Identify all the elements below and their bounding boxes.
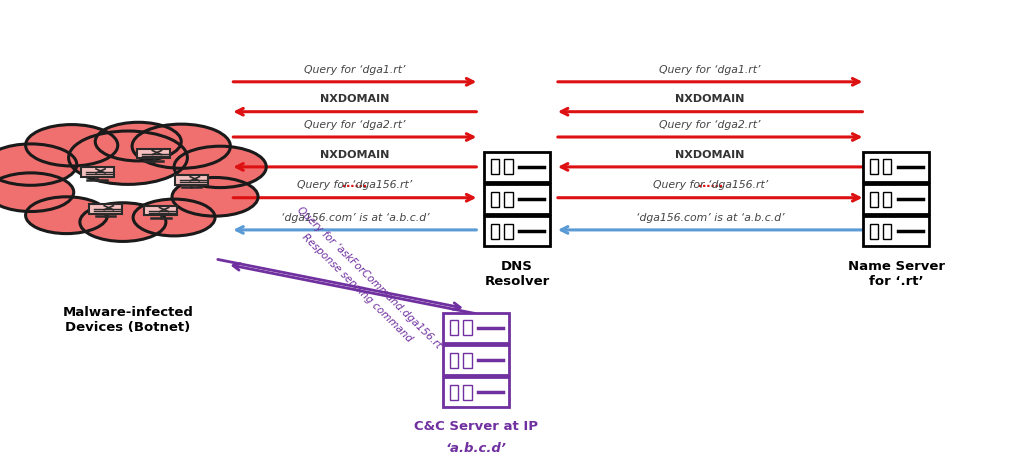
Bar [451,385,459,400]
Bar [89,205,122,214]
Circle shape [80,203,166,242]
Circle shape [26,125,118,167]
Text: ‘a.b.c.d’: ‘a.b.c.d’ [445,441,507,453]
Text: Query for ‘dga2.rt’: Query for ‘dga2.rt’ [659,119,761,129]
Bar [442,377,510,408]
Circle shape [0,145,77,186]
Bar [870,192,879,207]
Text: DNS
Resolver: DNS Resolver [484,259,550,287]
Bar [442,345,510,375]
Text: ……: …… [342,176,368,190]
Text: NXDOMAIN: NXDOMAIN [321,94,389,104]
Text: Query for ‘dga1.rt’: Query for ‘dga1.rt’ [304,64,406,74]
Bar [492,224,500,239]
Bar [505,160,513,175]
Text: ……: …… [697,176,723,190]
Bar [442,313,510,343]
Text: NXDOMAIN: NXDOMAIN [676,94,744,104]
Bar [883,160,891,175]
Circle shape [0,174,74,212]
Bar [883,224,891,239]
Bar [870,224,879,239]
Bar [484,152,551,183]
Text: Query for ‘dga1.rt’: Query for ‘dga1.rt’ [659,64,761,74]
Bar [463,353,471,368]
Bar [463,321,471,336]
Text: Query for ‘dga156.rt’: Query for ‘dga156.rt’ [652,180,768,190]
Circle shape [133,200,215,236]
Bar [484,217,551,247]
Text: Malware-infected
Devices (Botnet): Malware-infected Devices (Botnet) [62,305,194,333]
Bar [870,160,879,175]
Bar [505,224,513,239]
Circle shape [174,147,266,188]
Text: NXDOMAIN: NXDOMAIN [321,149,389,159]
Circle shape [69,132,187,185]
Text: Response sending command: Response sending command [300,231,414,343]
Bar [175,176,208,185]
Text: Query for ‘dga2.rt’: Query for ‘dga2.rt’ [304,119,406,129]
Text: NXDOMAIN: NXDOMAIN [676,149,744,159]
Text: Query for ‘dga156.rt’: Query for ‘dga156.rt’ [297,180,413,190]
Bar [144,207,177,216]
Bar [463,385,471,400]
Bar [137,150,170,159]
Bar [862,185,930,215]
Circle shape [132,125,230,169]
Bar [505,192,513,207]
Bar [484,185,551,215]
Bar [862,217,930,247]
Bar [862,152,930,183]
Circle shape [26,197,108,234]
Text: ‘dga156.com’ is at ‘a.b.c.d’: ‘dga156.com’ is at ‘a.b.c.d’ [281,212,429,222]
Bar [451,321,459,336]
Circle shape [95,123,181,162]
Bar [492,192,500,207]
Bar [451,353,459,368]
Text: Query for ‘askForCommand.dga156.rt’: Query for ‘askForCommand.dga156.rt’ [295,205,445,353]
Text: Name Server
for ‘.rt’: Name Server for ‘.rt’ [848,259,944,287]
Text: ‘dga156.com’ is at ‘a.b.c.d’: ‘dga156.com’ is at ‘a.b.c.d’ [636,212,784,222]
Bar [883,192,891,207]
Bar [81,168,114,177]
Bar [492,160,500,175]
Circle shape [172,178,258,217]
Text: C&C Server at IP: C&C Server at IP [414,419,539,432]
